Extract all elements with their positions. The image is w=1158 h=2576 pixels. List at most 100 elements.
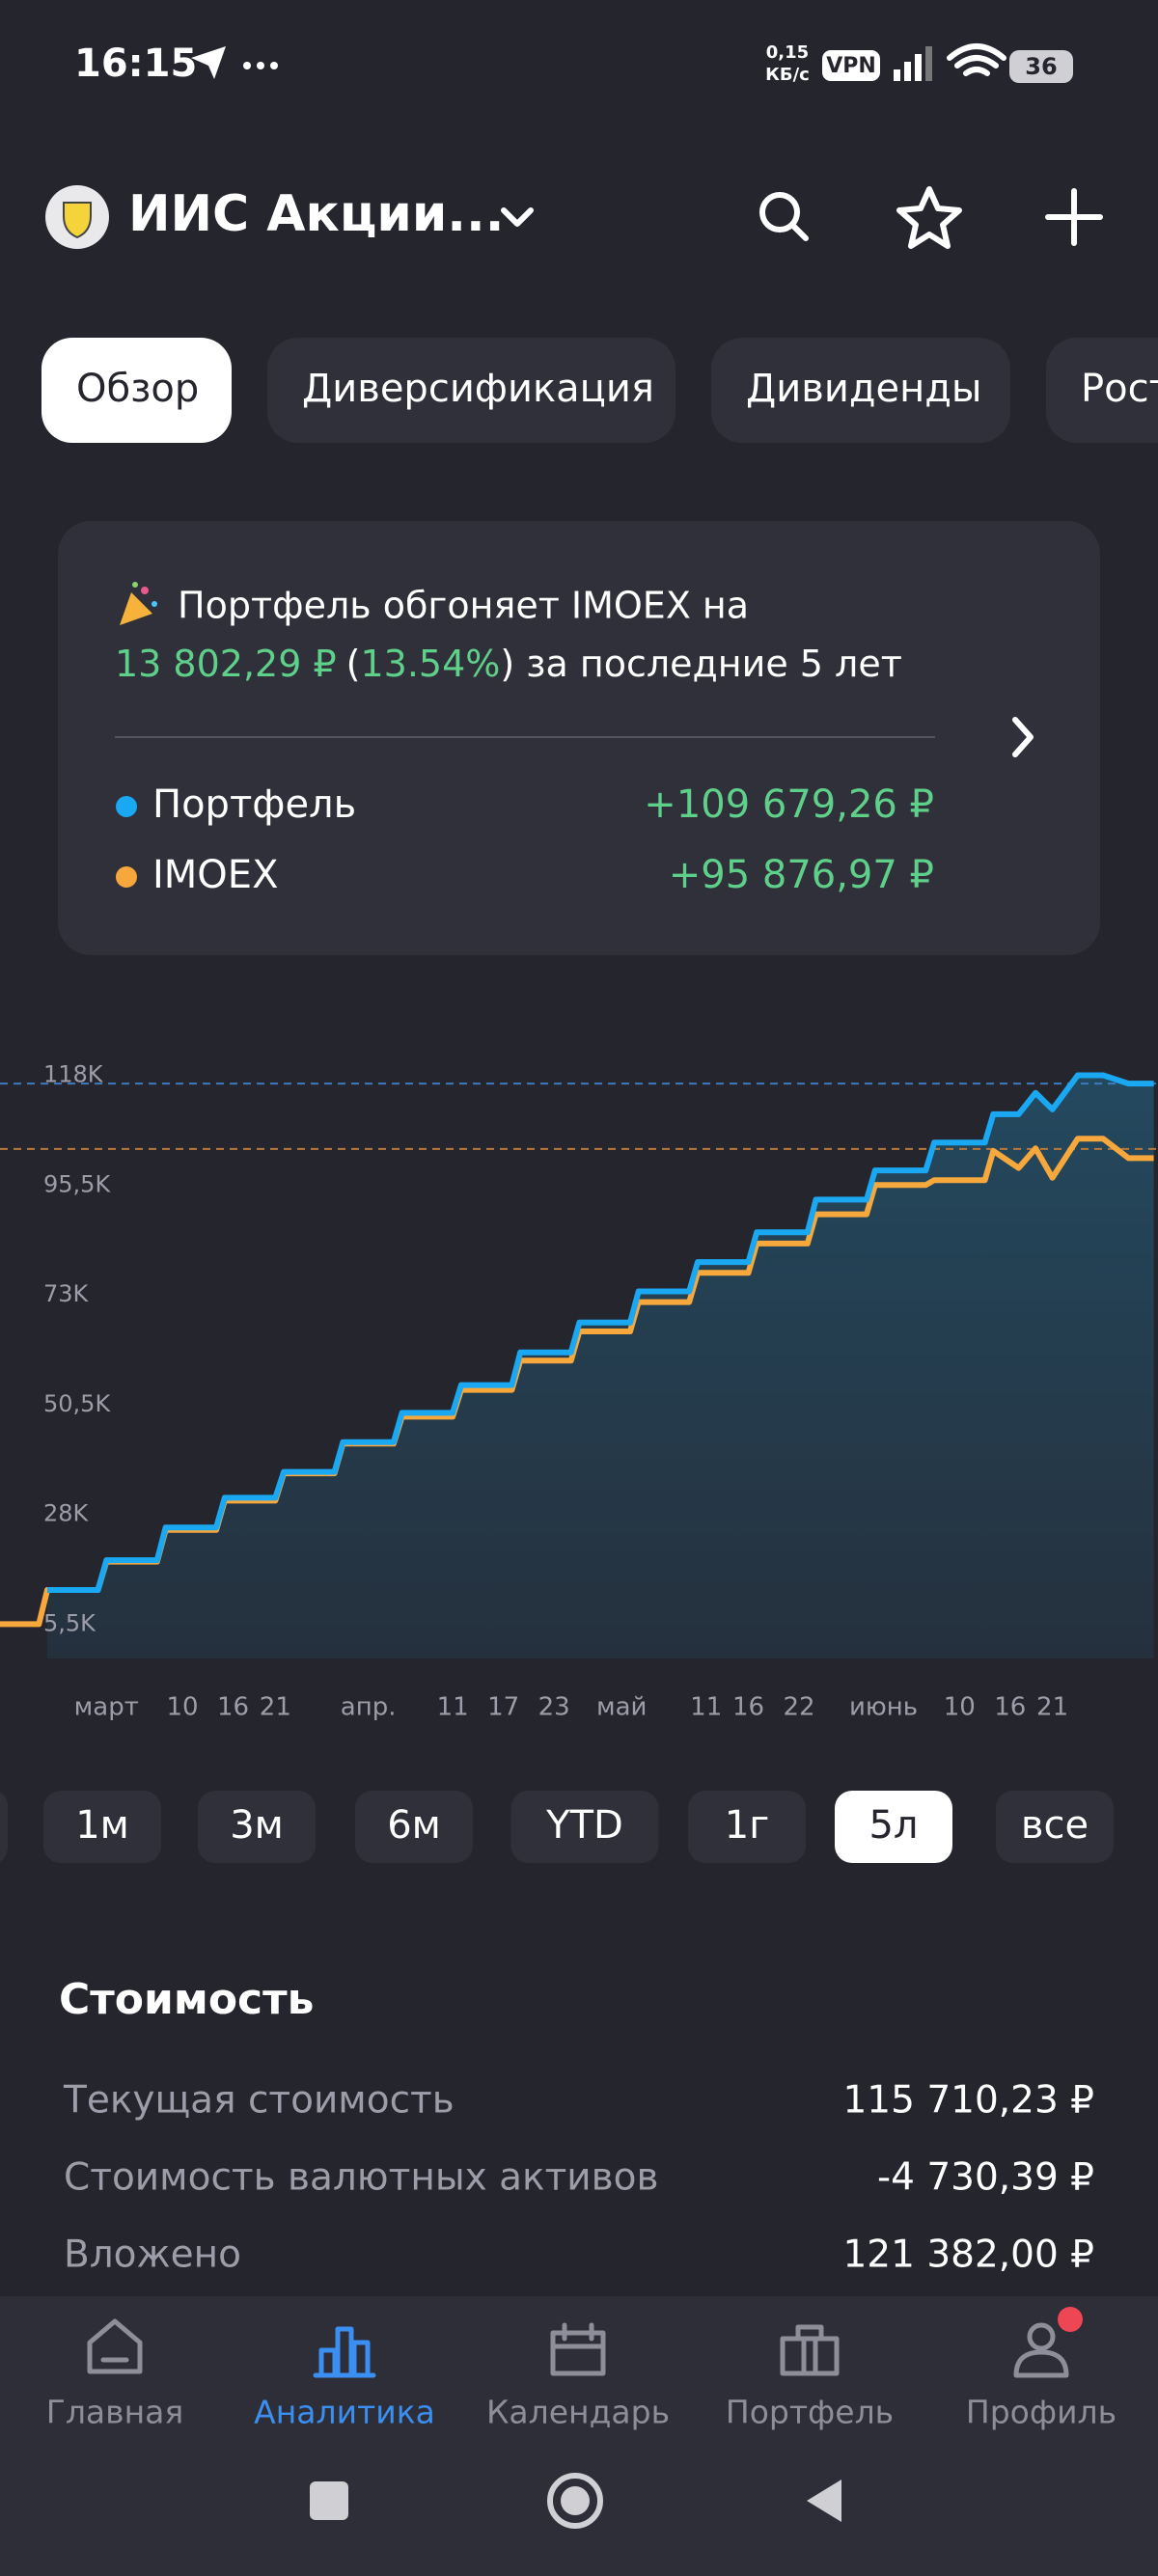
favorite-button[interactable]: [896, 186, 962, 249]
bottom-nav: [0, 2296, 1158, 2576]
logo-shield: [63, 202, 92, 239]
card-chevron[interactable]: [1012, 717, 1034, 757]
x-tick-label: май: [596, 1693, 647, 1722]
system-home[interactable]: [547, 2473, 603, 2529]
periods: 1м 3м 6м YTD 1г 5л все: [43, 1791, 1114, 1863]
y-tick-label: 5,5K: [43, 1609, 96, 1636]
signal-icon: [894, 46, 932, 81]
nav-icon[interactable]: [313, 2326, 376, 2378]
nav-icon[interactable]: [550, 2322, 606, 2376]
vpn-label: VPN: [826, 54, 876, 78]
legend-value: +109 679,26 ₽: [644, 782, 934, 827]
row-label: Стоимость валютных активов: [64, 2156, 658, 2200]
outperform-amount: 13 802,29 ₽: [115, 643, 337, 685]
row-value: 115 710,23 ₽: [842, 2079, 1094, 2123]
tab-label[interactable]: Дивиденды: [746, 367, 981, 411]
nav-items: Главная Аналитика Календарь Портфель Профиль: [46, 2307, 1117, 2431]
tab-label[interactable]: Обзор: [76, 367, 199, 411]
portfolio-area: [47, 1075, 1154, 1658]
value-rows: Текущая стоимость 115 710,23 ₽ Стоимость в…: [63, 2079, 1094, 2277]
tab-label[interactable]: Диверсификация: [302, 367, 654, 411]
period-button[interactable]: [355, 1791, 473, 1863]
period-button[interactable]: [688, 1791, 806, 1863]
row-value: -4 730,39 ₽: [877, 2156, 1094, 2200]
nav-label[interactable]: Аналитика: [254, 2394, 435, 2431]
tab[interactable]: [1046, 338, 1158, 443]
account-title[interactable]: ИИС Акции...: [128, 185, 505, 243]
legend-name: IMOEX: [152, 853, 278, 897]
row-label: Вложено: [64, 2233, 241, 2277]
telegram-icon: [191, 46, 226, 79]
period-label[interactable]: 1м: [75, 1803, 129, 1848]
party-icon: [120, 582, 157, 625]
battery: [1009, 50, 1073, 83]
y-tick-label: 50,5K: [43, 1390, 111, 1417]
period-label[interactable]: 6м: [387, 1803, 441, 1848]
x-tick-label: 10: [167, 1693, 199, 1722]
x-tick-label: июнь: [849, 1693, 918, 1722]
x-tick-label: март: [74, 1693, 139, 1722]
nav-icon[interactable]: [87, 2318, 143, 2374]
period-button[interactable]: [510, 1791, 659, 1863]
legend: Портфель +109 679,26 ₽ IMOEX +95 876,97 ₽: [116, 782, 934, 897]
card-subline: 13 802,29 ₽ (13.54%) за последние 5 лет: [115, 643, 902, 685]
tabs: Обзор Диверсификация Дивиденды Рост: [41, 338, 1158, 443]
nav-label[interactable]: Профиль: [966, 2394, 1117, 2431]
x-tick-label: 21: [260, 1693, 291, 1722]
nav-icon[interactable]: [780, 2324, 840, 2376]
tab[interactable]: [41, 338, 232, 443]
period-label[interactable]: 5л: [868, 1803, 918, 1848]
vpn-badge: [822, 50, 880, 81]
x-tick-label: 23: [538, 1693, 570, 1722]
outperform-percent: 13.54%: [360, 643, 500, 685]
period-label[interactable]: 1г: [725, 1803, 769, 1848]
tab-label[interactable]: Рост: [1081, 367, 1158, 411]
y-tick-label: 73K: [43, 1280, 90, 1307]
period-label[interactable]: YTD: [545, 1803, 623, 1848]
tab[interactable]: [711, 338, 1010, 443]
chart: 118K 95,5K 73K 50,5K 28K 5,5K март 10 16 21 апр. 11…: [0, 1060, 1158, 1722]
more-dots: [243, 62, 278, 69]
system-recent[interactable]: [310, 2481, 348, 2520]
x-tick-label: 10: [944, 1693, 976, 1722]
add-button[interactable]: [1045, 188, 1103, 246]
y-tick-label: 118K: [43, 1060, 104, 1087]
tab[interactable]: [267, 338, 676, 443]
nav-icon[interactable]: [1013, 2322, 1069, 2378]
y-tick-label: 95,5K: [43, 1170, 111, 1197]
notification-dot: [1058, 2307, 1083, 2332]
x-tick-label: 16: [732, 1693, 764, 1722]
period-label[interactable]: все: [1021, 1803, 1089, 1848]
series-line: [47, 1072, 1154, 1593]
y-tick-label: 28K: [43, 1500, 90, 1527]
period-button[interactable]: [198, 1791, 316, 1863]
paren-open: (: [346, 643, 361, 685]
battery-level: 36: [1025, 53, 1057, 80]
system-back[interactable]: [807, 2480, 841, 2522]
x-tick-label: 11: [437, 1693, 469, 1722]
nav-label[interactable]: Портфель: [726, 2394, 894, 2431]
period-text: ) за последние 5 лет: [500, 643, 901, 685]
row-value: 121 382,00 ₽: [842, 2233, 1094, 2277]
x-tick-label: 11: [690, 1693, 722, 1722]
x-tick-label: 17: [487, 1693, 519, 1722]
legend-dot: [116, 866, 137, 888]
nav-label[interactable]: Главная: [46, 2394, 184, 2431]
x-tick-label: 21: [1036, 1693, 1068, 1722]
section-title: Стоимость: [59, 1975, 314, 2024]
x-tick-label: апр.: [341, 1693, 397, 1722]
legend-value: +95 876,97 ₽: [669, 853, 934, 897]
x-tick-label: 16: [217, 1693, 249, 1722]
period-button[interactable]: [996, 1791, 1114, 1863]
period-label[interactable]: 3м: [230, 1803, 284, 1848]
search-button[interactable]: [759, 192, 809, 241]
row-label: Текущая стоимость: [63, 2079, 455, 2123]
period-button[interactable]: [43, 1791, 161, 1863]
period-button-partial[interactable]: [0, 1791, 8, 1863]
period-button[interactable]: [835, 1791, 952, 1863]
nav-label[interactable]: Календарь: [486, 2394, 670, 2431]
account-chevron[interactable]: [501, 207, 534, 227]
status-speed: 0,15: [766, 42, 809, 63]
legend-name: Портфель: [152, 782, 356, 827]
